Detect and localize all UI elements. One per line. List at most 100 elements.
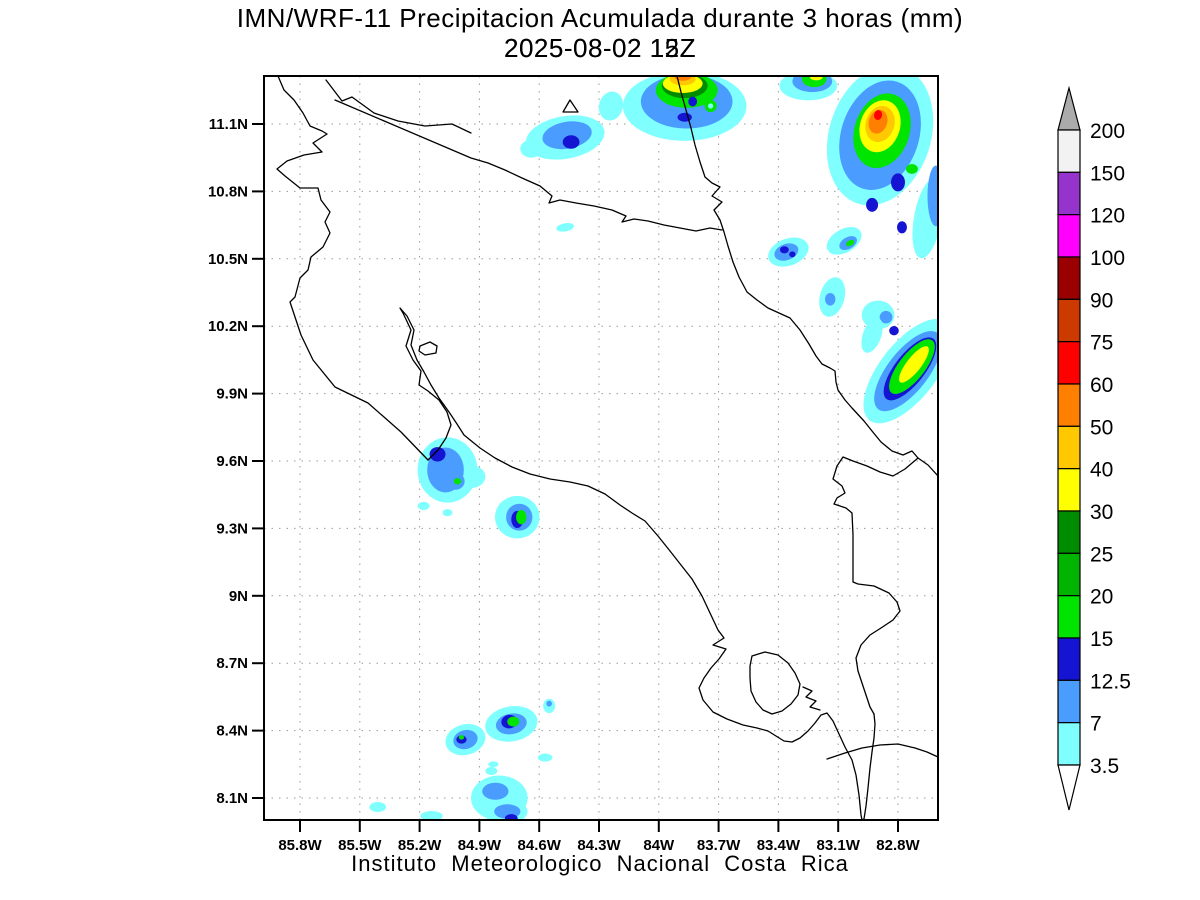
precip-cell-navy (779, 246, 789, 254)
lat-tick-label: 9N (229, 588, 248, 605)
precip-cell-red (874, 110, 883, 120)
chart-subtitle-a: 2025-08-02 15Z (503, 33, 697, 63)
colorbar-label: 120 (1090, 205, 1125, 228)
precip-cell-yellow (809, 76, 823, 81)
precip-cell-navy (429, 447, 446, 462)
colorbar-segment (1057, 256, 1081, 300)
colorbar-label: 50 (1090, 416, 1113, 439)
chart-title: IMN/WRF-11 Precipitacion Acumulada duran… (236, 3, 964, 33)
colorbar-label: 12.5 (1090, 670, 1131, 693)
precip-cell-yellow (898, 346, 929, 383)
colorbar-segment (1057, 341, 1081, 385)
colorbar-segment (1057, 129, 1081, 173)
lon-tick-label: 83.4W (757, 837, 801, 854)
precip-cell-cyan (369, 802, 387, 812)
precip-cell-cyan (520, 139, 543, 158)
colorbar-label: 90 (1090, 289, 1113, 312)
lat-tick-label: 9.6N (216, 453, 248, 470)
lat-tick-label: 9.9N (216, 386, 248, 403)
lon-tick-label: 84.9W (458, 837, 502, 854)
lon-tick-label: 82.8W (876, 837, 920, 854)
colorbar-segment (1057, 425, 1081, 470)
colorbar-segment (1057, 510, 1081, 554)
precip-cell-green (846, 239, 855, 247)
colorbar: 200 150 120 100 90 75 60 50 40 30 25 20 15 12.5 7 3.5 (1057, 85, 1131, 811)
precip-cell-blue (482, 782, 509, 800)
precip-cell-cyan (861, 317, 883, 353)
lon-tick-label: 84.3W (577, 837, 621, 854)
coastline-gulf-nicoya-south-pacific (399, 307, 876, 820)
precip-cell-navy (889, 325, 899, 336)
colorbar-label: 15 (1090, 628, 1113, 651)
lon-tick-label: 83.1W (817, 837, 861, 854)
precip-cell-cyan (538, 753, 553, 762)
coastline-osa-peninsula (749, 651, 801, 715)
precip-cell-green (453, 478, 462, 485)
precip-cell-cyan (420, 811, 443, 820)
lat-tick-label: 10.2N (208, 318, 248, 335)
colorbar-label: 20 (1090, 586, 1113, 609)
border-costa-rica-panama (832, 456, 919, 715)
colorbar-over-arrow (1057, 85, 1081, 131)
precip-cell-green (458, 735, 465, 740)
precip-cell-green (507, 716, 520, 727)
axis-labels: 11.1N 10.8N 10.5N 10.2N 9.9N 9.6N 9.3N 9N 8.7N 8.… (208, 116, 921, 854)
lon-tick-label: 85.2W (398, 837, 442, 854)
precip-cell-cyan (417, 501, 430, 510)
precip-cell-navy (504, 814, 518, 820)
coastline-panama-pacific (826, 743, 938, 760)
precip-cell-blue (546, 700, 552, 707)
chart-subtitle-b: 2025-08-02 12Z (503, 33, 697, 63)
precip-cell-navy (456, 735, 467, 744)
precip-cell-blue (879, 310, 893, 324)
lat-tick-label: 9.3N (216, 520, 248, 537)
colorbar-segment (1057, 552, 1081, 597)
precip-cell-cyan (598, 91, 624, 121)
lon-tick-label: 83.7W (697, 837, 741, 854)
lat-tick-label: 8.7N (216, 655, 248, 672)
precip-cell-green (516, 509, 527, 525)
colorbar-segment (1057, 171, 1081, 216)
coastline-golfo-dulce (802, 686, 821, 711)
colorbar-label: 60 (1090, 374, 1113, 397)
colorbar-label: 7 (1090, 713, 1102, 736)
precip-cell-blue (825, 292, 836, 306)
precip-cell-navy (677, 112, 692, 122)
grid-lines (264, 76, 938, 820)
colorbar-label: 75 (1090, 332, 1113, 355)
colorbar-segment (1057, 722, 1081, 766)
precip-cell-green (905, 163, 918, 174)
coastline-caribbean (676, 76, 938, 477)
colorbar-label: 3.5 (1090, 755, 1119, 778)
precip-cell-navy (688, 96, 698, 107)
precip-cell-navy (562, 135, 580, 149)
colorbar-segment (1057, 214, 1081, 258)
colorbar-segment (1057, 468, 1081, 512)
colorbar-segment (1057, 383, 1081, 427)
lake-nicaragua-shore (325, 79, 472, 134)
colorbar-segment (1057, 679, 1081, 724)
colorbar-label: 100 (1090, 247, 1125, 270)
precip-cell-cyan (708, 103, 714, 109)
precip-cell-blue (927, 165, 938, 227)
precip-cell-navy (891, 173, 905, 192)
colorbar-segment (1057, 595, 1081, 639)
colorbar-label: 40 (1090, 459, 1113, 482)
colorbar-label: 150 (1090, 162, 1125, 185)
colorbar-segment (1057, 637, 1081, 681)
chira-island (418, 341, 438, 356)
precip-cell-cyan (488, 761, 499, 768)
colorbar-segment (1057, 298, 1081, 343)
source-caption: Instituto Meteorologico Nacional Costa R… (351, 851, 849, 876)
coastline-nicaragua-nicoya-pacific (276, 76, 429, 461)
lat-tick-label: 8.1N (216, 790, 248, 807)
colorbar-under-arrow (1057, 764, 1081, 811)
map-frame (263, 75, 939, 821)
precip-cell-cyan (485, 767, 498, 776)
precip-cell-navy (866, 197, 879, 212)
lon-tick-label: 84W (643, 837, 675, 854)
axis-ticks (252, 123, 899, 832)
coastline-layer (276, 76, 938, 820)
lat-tick-label: 10.5N (208, 251, 248, 268)
